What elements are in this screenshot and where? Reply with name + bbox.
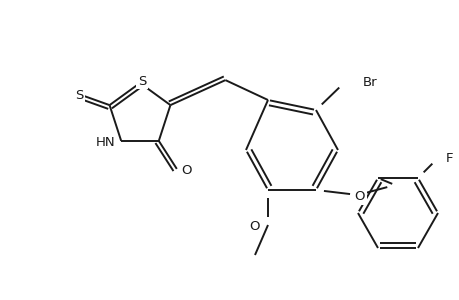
Text: S: S bbox=[75, 88, 84, 102]
Text: O: O bbox=[354, 190, 364, 203]
Text: Br: Br bbox=[362, 76, 377, 88]
Text: S: S bbox=[138, 74, 146, 88]
Text: O: O bbox=[180, 164, 191, 177]
Text: O: O bbox=[249, 220, 259, 233]
Text: F: F bbox=[445, 152, 453, 164]
Text: HN: HN bbox=[95, 136, 115, 149]
